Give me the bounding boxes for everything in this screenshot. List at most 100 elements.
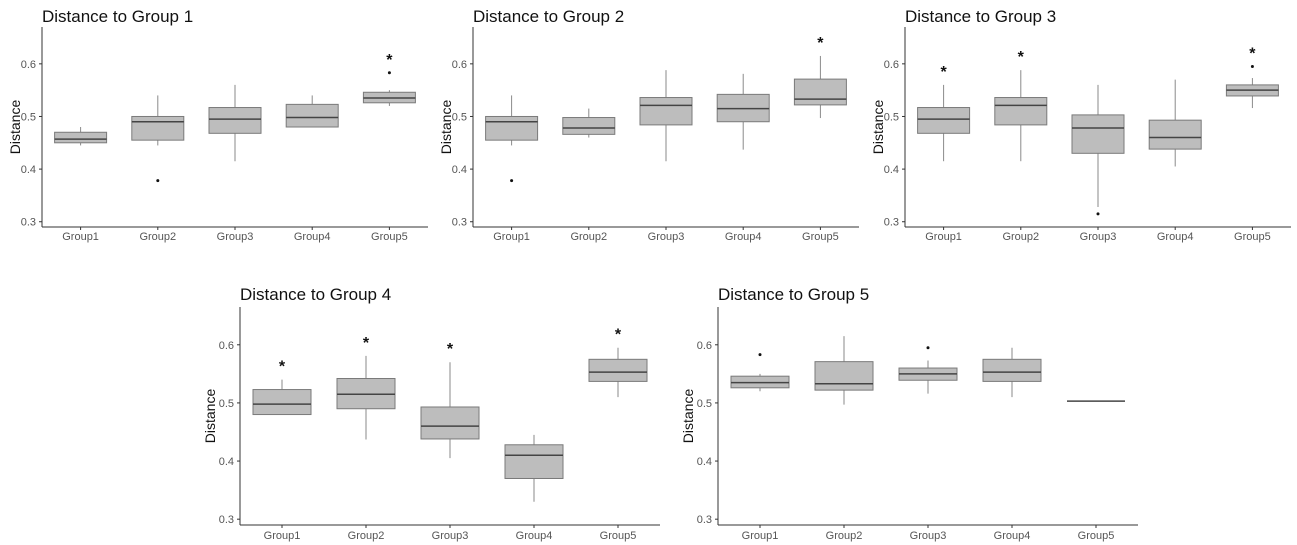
significance-star: * bbox=[817, 35, 824, 52]
boxplot-group3 bbox=[208, 84, 262, 162]
chart-panel-5: Distance to Group 5 Distance 0.3 0.4 0.5 0.6 G… bbox=[680, 285, 1138, 542]
chart-title: Distance to Group 2 bbox=[473, 7, 624, 26]
box-iqr bbox=[793, 78, 847, 106]
boxplot-group3 bbox=[898, 346, 958, 394]
chart-panel-4: Distance to Group 4 Distance 0.3 0.4 0.5 0.6 G… bbox=[202, 285, 660, 542]
chart-title: Distance to Group 4 bbox=[240, 285, 391, 304]
outlier-point bbox=[510, 179, 514, 183]
y-tick-label: 0.3 bbox=[884, 217, 899, 229]
x-tick-label: Group3 bbox=[910, 530, 947, 542]
y-axis-label: Distance bbox=[438, 100, 454, 155]
x-tick-label: Group5 bbox=[1078, 530, 1115, 542]
boxplot-group3 bbox=[639, 70, 693, 162]
box-iqr bbox=[420, 406, 480, 440]
y-tick-label: 0.6 bbox=[219, 340, 234, 352]
box-iqr bbox=[588, 358, 648, 382]
y-axis-label: Distance bbox=[680, 389, 696, 444]
y-tick-label: 0.6 bbox=[452, 59, 467, 71]
box-iqr bbox=[54, 131, 108, 144]
x-tick-label: Group1 bbox=[62, 231, 99, 243]
box-iqr bbox=[562, 117, 616, 135]
box-iqr bbox=[994, 97, 1048, 126]
outlier-point bbox=[926, 346, 930, 350]
chart-panel-2: Distance to Group 2 Distance 0.3 0.4 0.5 0.6 G… bbox=[438, 7, 859, 243]
boxplot-group1: * bbox=[917, 64, 971, 162]
x-tick-label: Group3 bbox=[1080, 231, 1117, 243]
x-tick-label: Group1 bbox=[925, 231, 962, 243]
significance-star: * bbox=[615, 327, 622, 344]
box-iqr bbox=[639, 97, 693, 126]
boxplot-group1 bbox=[485, 95, 539, 183]
y-axis-label: Distance bbox=[870, 100, 886, 155]
y-tick-label: 0.5 bbox=[219, 398, 234, 410]
x-tick-label: Group4 bbox=[516, 530, 553, 542]
x-tick-label: Group3 bbox=[432, 530, 469, 542]
y-tick-label: 0.6 bbox=[884, 59, 899, 71]
boxplot-group3 bbox=[1071, 84, 1125, 216]
chart-panel-1: Distance to Group 1 Distance 0.3 0.4 0.5 0.6 G… bbox=[7, 7, 428, 243]
y-tick-label: 0.4 bbox=[219, 456, 234, 468]
y-tick-label: 0.6 bbox=[697, 340, 712, 352]
y-tick-label: 0.4 bbox=[452, 164, 467, 176]
y-tick-label: 0.5 bbox=[21, 111, 36, 123]
boxplot-group5: * bbox=[588, 327, 648, 398]
x-tick-label: Group4 bbox=[294, 231, 331, 243]
boxplot-group1 bbox=[730, 353, 790, 392]
box-iqr bbox=[504, 444, 564, 479]
x-tick-label: Group4 bbox=[725, 231, 762, 243]
chart-title: Distance to Group 1 bbox=[42, 7, 193, 26]
x-tick-label: Group1 bbox=[493, 231, 530, 243]
boxplot-group4 bbox=[1148, 79, 1202, 167]
x-tick-label: Group3 bbox=[648, 231, 685, 243]
x-tick-label: Group4 bbox=[994, 530, 1031, 542]
chart-title: Distance to Group 5 bbox=[718, 285, 869, 304]
y-tick-label: 0.5 bbox=[697, 398, 712, 410]
y-axis-label: Distance bbox=[7, 100, 23, 155]
box-iqr bbox=[252, 389, 312, 416]
boxplot-group2: * bbox=[994, 49, 1048, 162]
x-tick-label: Group5 bbox=[371, 231, 408, 243]
y-tick-label: 0.3 bbox=[697, 514, 712, 526]
boxplot-group2 bbox=[562, 108, 616, 138]
y-tick-label: 0.3 bbox=[21, 217, 36, 229]
x-tick-label: Group1 bbox=[264, 530, 301, 542]
outlier-point bbox=[758, 353, 762, 357]
box-iqr bbox=[285, 103, 339, 128]
y-tick-label: 0.5 bbox=[452, 111, 467, 123]
y-tick-label: 0.5 bbox=[884, 111, 899, 123]
x-tick-label: Group2 bbox=[348, 530, 385, 542]
boxplot-group1 bbox=[54, 127, 108, 146]
boxplot-group4 bbox=[716, 73, 770, 150]
x-tick-label: Group3 bbox=[217, 231, 254, 243]
boxplot-group5: * bbox=[1225, 45, 1279, 109]
boxplot-group2 bbox=[131, 95, 185, 183]
boxplot-group2 bbox=[814, 336, 874, 405]
y-tick-label: 0.4 bbox=[697, 456, 712, 468]
box-iqr bbox=[1071, 114, 1125, 154]
y-tick-label: 0.4 bbox=[884, 164, 899, 176]
box-iqr bbox=[485, 115, 539, 141]
x-tick-label: Group1 bbox=[742, 530, 779, 542]
significance-star: * bbox=[279, 359, 286, 376]
significance-star: * bbox=[1018, 49, 1025, 66]
box-iqr bbox=[131, 115, 185, 141]
x-tick-label: Group5 bbox=[802, 231, 839, 243]
box-iqr bbox=[982, 358, 1042, 382]
chart-title: Distance to Group 3 bbox=[905, 7, 1056, 26]
x-tick-label: Group2 bbox=[1002, 231, 1039, 243]
y-axis-label: Distance bbox=[202, 389, 218, 444]
box-iqr bbox=[208, 107, 262, 134]
significance-star: * bbox=[363, 335, 370, 352]
outlier-point bbox=[387, 71, 391, 75]
chart-panel-3: Distance to Group 3 Distance 0.3 0.4 0.5 0.6 G… bbox=[870, 7, 1291, 243]
y-tick-label: 0.3 bbox=[452, 217, 467, 229]
significance-star: * bbox=[386, 52, 393, 69]
boxplot-group5: * bbox=[793, 35, 847, 119]
outlier-point bbox=[156, 179, 160, 183]
outlier-point bbox=[1096, 212, 1100, 216]
boxplot-group5: * bbox=[362, 52, 416, 106]
x-tick-label: Group5 bbox=[600, 530, 637, 542]
x-tick-label: Group4 bbox=[1157, 231, 1194, 243]
x-tick-label: Group2 bbox=[826, 530, 863, 542]
